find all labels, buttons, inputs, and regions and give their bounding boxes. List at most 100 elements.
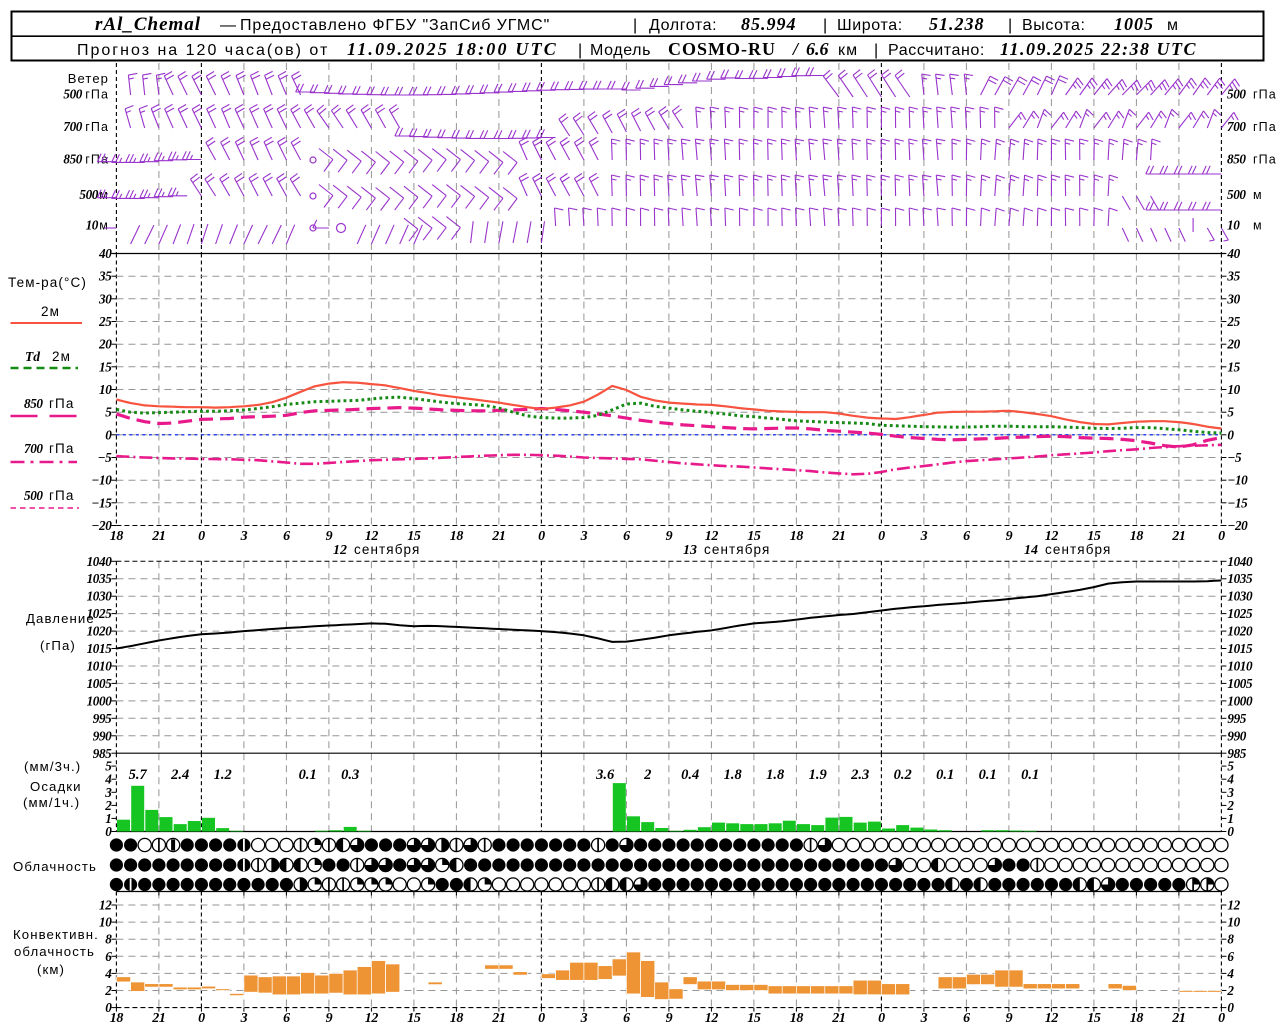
svg-text:25: 25 xyxy=(1226,314,1240,329)
svg-text:Конвективн.: Конвективн. xyxy=(13,927,99,942)
svg-text:гПа: гПа xyxy=(49,396,74,411)
svg-text:6.6: 6.6 xyxy=(806,39,829,59)
svg-text:0: 0 xyxy=(878,529,885,544)
svg-text:м: м xyxy=(1167,17,1179,34)
svg-text:1005: 1005 xyxy=(1114,14,1154,34)
svg-text:2м: 2м xyxy=(52,349,71,364)
svg-text:1035: 1035 xyxy=(1227,571,1253,586)
svg-text:20: 20 xyxy=(1226,337,1240,352)
svg-text:6: 6 xyxy=(283,1011,290,1024)
svg-text:Облачность: Облачность xyxy=(13,859,97,874)
svg-text:3: 3 xyxy=(580,529,588,544)
svg-text:0: 0 xyxy=(878,1011,885,1024)
svg-text:10: 10 xyxy=(99,915,112,930)
svg-text:995: 995 xyxy=(1227,711,1246,726)
svg-text:25: 25 xyxy=(98,314,112,329)
svg-text:500: 500 xyxy=(1227,187,1246,202)
svg-text:0.1: 0.1 xyxy=(299,767,317,783)
svg-text:1015: 1015 xyxy=(87,641,113,656)
svg-text:Предоставлено ФГБУ "ЗапСиб УГМ: Предоставлено ФГБУ "ЗапСиб УГМС" xyxy=(240,17,550,34)
svg-text:3: 3 xyxy=(1226,785,1234,800)
svg-text:−15: −15 xyxy=(1227,495,1248,510)
svg-text:10: 10 xyxy=(86,218,99,233)
svg-text:км: км xyxy=(838,42,858,59)
svg-text:—: — xyxy=(220,17,237,34)
svg-text:21: 21 xyxy=(1171,1011,1185,1024)
svg-text:0: 0 xyxy=(105,824,112,839)
svg-text:(мм/1ч.): (мм/1ч.) xyxy=(23,795,80,810)
svg-text:4: 4 xyxy=(1226,966,1234,981)
svg-text:1.2: 1.2 xyxy=(214,767,232,783)
svg-text:гПа: гПа xyxy=(1253,153,1277,167)
svg-text:1005: 1005 xyxy=(1227,676,1253,691)
svg-text:850: 850 xyxy=(1227,152,1246,167)
svg-text:3: 3 xyxy=(240,529,248,544)
svg-text:21: 21 xyxy=(831,1011,845,1024)
svg-text:−20: −20 xyxy=(1227,518,1248,533)
svg-text:10: 10 xyxy=(1227,382,1240,397)
svg-text:18: 18 xyxy=(790,1011,804,1024)
svg-text:3: 3 xyxy=(580,1011,588,1024)
svg-text:Долгота:: Долгота: xyxy=(649,17,717,34)
svg-text:сентября: сентября xyxy=(704,542,770,557)
svg-text:85.994: 85.994 xyxy=(741,14,797,34)
svg-text:0: 0 xyxy=(538,1011,545,1024)
svg-text:40: 40 xyxy=(1226,246,1240,261)
svg-text:гПа: гПа xyxy=(49,488,74,503)
svg-text:1.8: 1.8 xyxy=(724,767,743,783)
svg-text:700: 700 xyxy=(63,119,82,134)
svg-text:9: 9 xyxy=(666,1011,673,1024)
svg-text:35: 35 xyxy=(98,269,112,284)
svg-text:1000: 1000 xyxy=(87,693,113,708)
svg-text:850: 850 xyxy=(63,152,82,167)
svg-text:12: 12 xyxy=(333,543,347,558)
svg-text:1020: 1020 xyxy=(1227,624,1253,639)
svg-text:Тем-ра(°C): Тем-ра(°C) xyxy=(8,275,87,290)
svg-text:2м: 2м xyxy=(41,304,60,319)
svg-text:10: 10 xyxy=(1227,915,1240,930)
svg-text:12: 12 xyxy=(365,1011,379,1024)
svg-text:0: 0 xyxy=(105,427,112,442)
svg-text:|: | xyxy=(1008,17,1013,34)
svg-text:м: м xyxy=(99,219,109,233)
svg-text:18: 18 xyxy=(110,1011,124,1024)
svg-text:6: 6 xyxy=(623,1011,630,1024)
svg-text:(мм/3ч.): (мм/3ч.) xyxy=(24,759,81,774)
svg-text:30: 30 xyxy=(98,291,112,306)
svg-text:3: 3 xyxy=(920,529,928,544)
svg-text:м: м xyxy=(1253,219,1263,233)
svg-text:1000: 1000 xyxy=(1227,693,1253,708)
svg-text:990: 990 xyxy=(93,728,112,743)
svg-text:(гПа): (гПа) xyxy=(40,638,76,653)
svg-text:8: 8 xyxy=(105,932,112,947)
svg-text:0.2: 0.2 xyxy=(894,767,912,783)
svg-text:1015: 1015 xyxy=(1227,641,1253,656)
svg-text:3.6: 3.6 xyxy=(595,767,615,783)
svg-text:18: 18 xyxy=(790,529,804,544)
svg-text:21: 21 xyxy=(151,1011,165,1024)
svg-text:3: 3 xyxy=(920,1011,928,1024)
svg-text:9: 9 xyxy=(326,529,333,544)
svg-text:(км): (км) xyxy=(37,962,65,977)
svg-text:2: 2 xyxy=(1226,983,1234,998)
svg-text:21: 21 xyxy=(491,529,505,544)
svg-text:6: 6 xyxy=(963,1011,970,1024)
svg-text:13: 13 xyxy=(683,543,697,558)
svg-text:18: 18 xyxy=(1130,529,1144,544)
svg-text:2: 2 xyxy=(643,767,651,783)
svg-text:1.9: 1.9 xyxy=(809,767,827,783)
svg-text:0.1: 0.1 xyxy=(936,767,954,783)
svg-text:0: 0 xyxy=(1218,1011,1225,1024)
svg-text:−5: −5 xyxy=(1227,450,1242,465)
svg-text:0.3: 0.3 xyxy=(341,767,359,783)
svg-text:10: 10 xyxy=(99,382,112,397)
svg-text:5: 5 xyxy=(105,405,112,420)
svg-text:21: 21 xyxy=(491,1011,505,1024)
svg-text:Рассчитано:: Рассчитано: xyxy=(888,42,985,59)
svg-text:2: 2 xyxy=(1226,798,1234,813)
svg-text:Модель: Модель xyxy=(590,42,651,59)
svg-text:0.1: 0.1 xyxy=(979,767,997,783)
svg-text:10: 10 xyxy=(1227,218,1240,233)
svg-text:11.09.2025 22:38 UTC: 11.09.2025 22:38 UTC xyxy=(1000,39,1197,59)
svg-text:18: 18 xyxy=(450,1011,464,1024)
